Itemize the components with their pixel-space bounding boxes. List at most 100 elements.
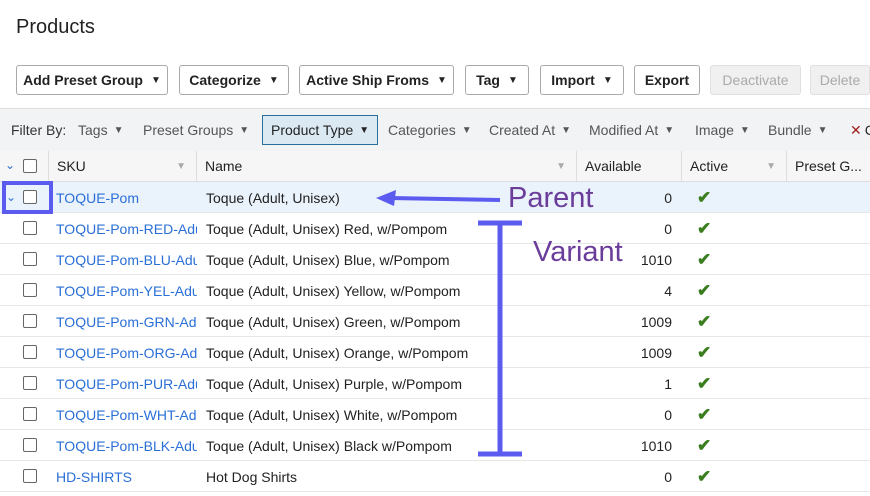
arrow [389,196,501,202]
dropdown-caret: ▼ [561,124,572,136]
available-qty: 1010 [640,437,672,454]
active-check: ✔ [697,187,712,207]
button-text: Delete [819,72,861,88]
table-row[interactable]: TOQUE-Pom-BLU-Adult Toque (Adult, Unisex)… [0,244,870,275]
filter-label: Filter By: [11,122,67,138]
table-row[interactable]: HD-SHIRTS Hot Dog Shirts 0 ✔ [0,461,870,492]
filter-item[interactable]: Modified At ▼ [589,109,674,151]
row-checkbox[interactable] [23,283,37,297]
column-header[interactable]: Available [576,151,681,181]
toolbar-button[interactable]: Import ▼ [540,65,624,95]
row-checkbox[interactable] [23,376,37,390]
filter-item[interactable]: Tags ▼ [78,109,123,151]
available-qty: 1009 [640,344,672,361]
button-text: Export [644,72,690,88]
dropdown-caret: ▼ [437,74,447,86]
parent-label: Parent [508,182,594,214]
active-check: ✔ [697,280,712,300]
expand-toggle[interactable]: ⌄ [6,190,17,204]
sku-link[interactable]: TOQUE-Pom-GRN-Adult [56,313,197,330]
expand-all[interactable]: ⌄ [5,158,16,172]
toolbar-button[interactable]: Active Ship Froms ▼ [299,65,454,95]
sort-caret: ▼ [556,160,566,172]
product-name: Toque (Adult, Unisex) [206,189,340,206]
row-checkbox[interactable] [23,407,37,421]
row-checkbox[interactable] [23,438,37,452]
sort-caret: ▼ [176,160,186,172]
active-check: ✔ [697,404,712,424]
dropdown-caret: ▼ [150,74,161,86]
sku-link[interactable]: TOQUE-Pom-YEL-Adult [56,282,197,299]
filter-text: Tags [78,122,108,138]
filter-item[interactable]: Created At ▼ [489,109,571,151]
dropdown-caret: ▼ [359,124,370,136]
button-text: Import [551,72,595,88]
available-qty: 0 [664,189,672,206]
dropdown-caret: ▼ [664,124,675,136]
available-qty: 4 [664,282,672,299]
button-text: Tag [476,72,500,88]
filter-item[interactable]: Image ▼ [695,109,750,151]
filter-item[interactable]: Preset Groups ▼ [143,109,249,151]
filter-text: Image [695,122,734,138]
product-name: Toque (Adult, Unisex) Red, w/Pompom [206,220,448,237]
column-header[interactable]: Preset G... [786,151,870,181]
filter-item[interactable]: Bundle ▼ [768,109,828,151]
sku-link[interactable]: TOQUE-Pom-RED-Adult [56,220,197,237]
filter-item[interactable]: Product Type ▼ [262,115,379,145]
filter-item[interactable]: Categories ▼ [388,109,472,151]
active-check: ✔ [697,218,712,238]
clear-filters[interactable]: ✕ C [850,109,870,151]
filter-text: Categories [388,122,456,138]
table-row[interactable]: TOQUE-Pom-WHT-Adult Toque (Adult, Unisex)… [0,399,870,430]
row-checkbox[interactable] [23,221,37,235]
toolbar-button[interactable]: Delete [810,65,870,95]
filter-text: Preset Groups [143,122,234,138]
available-qty: 0 [664,220,672,237]
toolbar-button[interactable]: Add Preset Group ▼ [16,65,168,95]
row-checkbox[interactable] [23,190,37,204]
sku-link[interactable]: TOQUE-Pom-BLK-Adult [56,437,197,454]
dropdown-caret: ▼ [739,124,750,136]
button-text: Categorize [189,72,261,88]
sku-link[interactable]: TOQUE-Pom-ORG-Adult [56,344,197,361]
table-row[interactable]: TOQUE-Pom-YEL-Adult Toque (Adult, Unisex)… [0,275,870,306]
row-checkbox[interactable] [23,469,37,483]
dropdown-caret: ▼ [268,74,279,86]
toolbar-button[interactable]: Tag ▼ [465,65,529,95]
table-row[interactable]: TOQUE-Pom-ORG-Adult Toque (Adult, Unisex)… [0,337,870,368]
sku-link[interactable]: TOQUE-Pom [56,189,139,206]
toolbar-button[interactable]: Deactivate [710,65,801,95]
filter-text: Product Type [271,122,354,138]
column-header[interactable]: Active ▼ [681,151,786,181]
product-name: Toque (Adult, Unisex) White, w/Pompom [206,406,458,423]
filter-bar: Filter By: Tags ▼ Preset Groups ▼ Product Typ… [0,108,870,152]
sku-link[interactable]: HD-SHIRTS [56,468,132,485]
dropdown-caret: ▼ [602,74,613,86]
table-row[interactable]: TOQUE-Pom-RED-Adult Toque (Adult, Unisex)… [0,213,870,244]
clear-text: C [864,122,870,138]
filter-text: Modified At [589,122,659,138]
column-header[interactable]: Name ▼ [196,151,576,181]
table-row[interactable]: TOQUE-Pom-PUR-Adult Toque (Adult, Unisex)… [0,368,870,399]
column-header[interactable]: SKU ▼ [48,151,196,181]
dropdown-caret: ▼ [461,124,472,136]
toolbar-button[interactable]: Export [634,65,700,95]
sku-link[interactable]: TOQUE-Pom-BLU-Adult [56,251,197,268]
toolbar-button[interactable]: Categorize ▼ [179,65,289,95]
row-checkbox[interactable] [23,345,37,359]
sku-link[interactable]: TOQUE-Pom-PUR-Adult [56,375,197,392]
active-check: ✔ [697,373,712,393]
available-qty: 0 [664,468,672,485]
button-text: Active Ship Froms [306,72,429,88]
sku-link[interactable]: TOQUE-Pom-WHT-Adult [56,406,197,423]
table-row[interactable]: TOQUE-Pom-BLK-Adult Toque (Adult, Unisex)… [0,430,870,461]
product-name: Toque (Adult, Unisex) Blue, w/Pompom [206,251,450,268]
row-checkbox[interactable] [23,314,37,328]
row-checkbox[interactable] [23,252,37,266]
table-row[interactable]: TOQUE-Pom-GRN-Adult Toque (Adult, Unisex)… [0,306,870,337]
select-all[interactable] [23,159,37,173]
active-check: ✔ [697,249,712,269]
arrow-head [376,190,396,206]
